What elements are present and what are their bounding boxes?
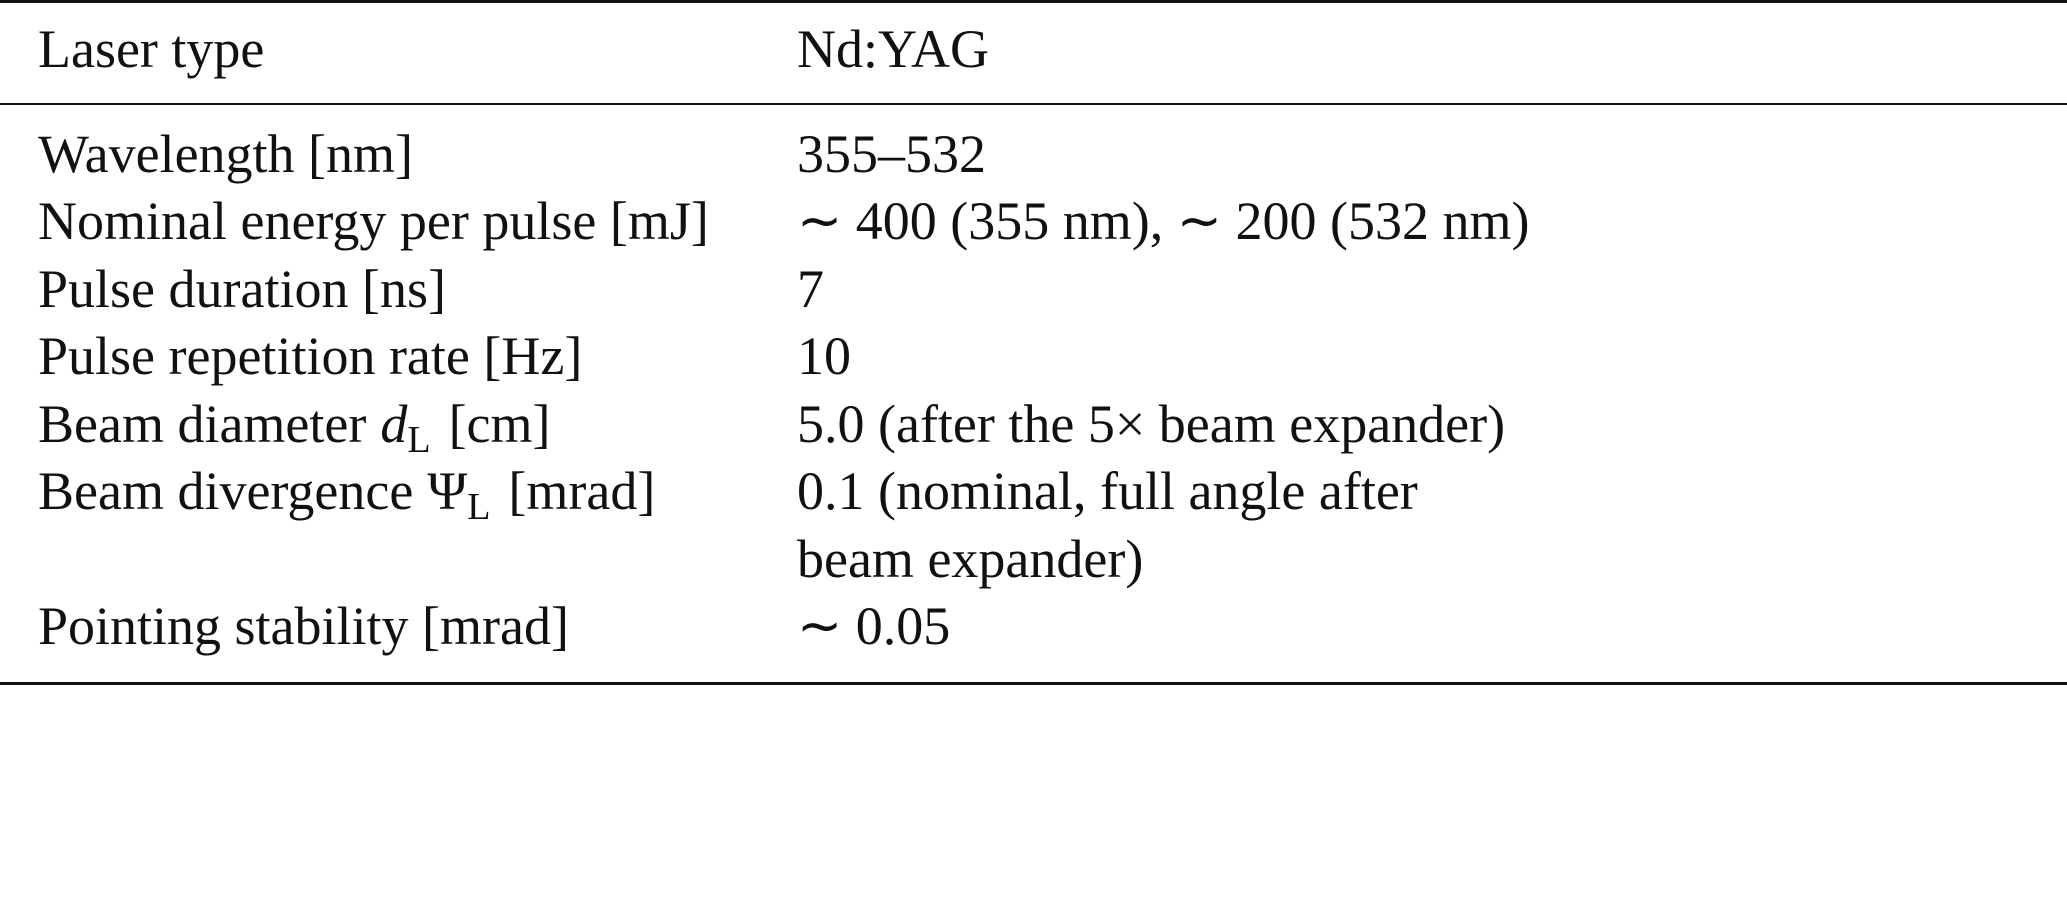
row-label: Wavelength [nm]: [38, 124, 414, 184]
row-value: ∼ 400 (355 nm), ∼ 200 (532 nm): [797, 191, 1530, 251]
label-text: Beam divergence: [38, 461, 414, 521]
row-value: 10: [797, 326, 851, 386]
label-symbol: d: [380, 394, 408, 454]
label-unit: [mrad]: [508, 461, 656, 521]
row-label: Pointing stability [mrad]: [38, 596, 569, 656]
header-cell: Laser type: [38, 19, 265, 79]
label-subscript: L: [407, 419, 431, 461]
header-rule: [0, 103, 2067, 105]
row-value-line: 0.1 (nominal, full angle after: [797, 461, 1418, 521]
row-label: Beam diameter dL [cm]: [38, 391, 551, 461]
row-value: 355–532: [797, 124, 986, 184]
top-rule: [0, 0, 2067, 3]
row-label: Pulse repetition rate [Hz]: [38, 326, 583, 386]
label-subscript: L: [467, 486, 491, 528]
label-unit: [cm]: [448, 394, 551, 454]
row-label: Pulse duration [ns]: [38, 259, 446, 319]
row-value: ∼ 0.05: [797, 596, 951, 656]
row-value: 5.0 (after the 5× beam expander): [797, 394, 1506, 454]
label-symbol: Ψ: [427, 461, 468, 521]
row-label: Beam divergence ΨL [mrad]: [38, 458, 656, 528]
header-cell: Nd:YAG: [797, 19, 990, 79]
label-text: Beam diameter: [38, 394, 367, 454]
bottom-rule: [0, 682, 2067, 685]
row-label: Nominal energy per pulse [mJ]: [38, 191, 709, 251]
row-value-line: beam expander): [797, 529, 1144, 589]
row-value: 7: [797, 259, 824, 319]
